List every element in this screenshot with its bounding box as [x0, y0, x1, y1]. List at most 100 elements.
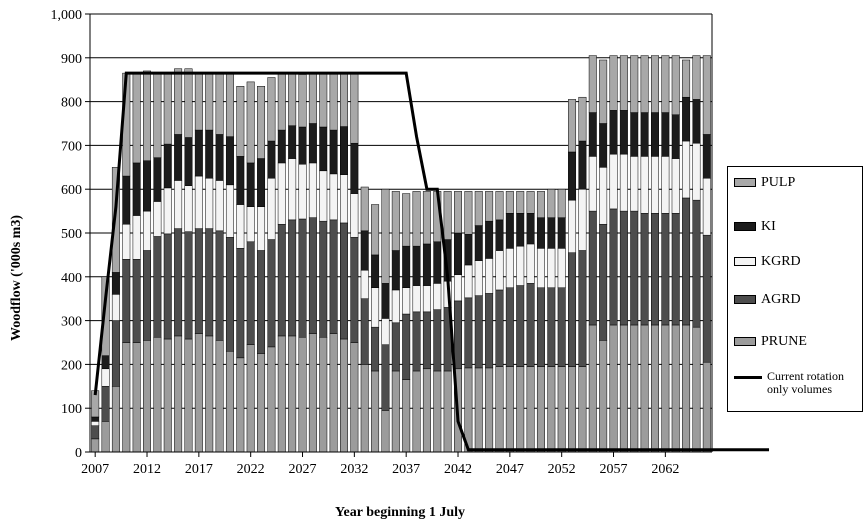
bar-ki-2007 — [91, 416, 100, 422]
bar-ki-2021 — [236, 156, 245, 205]
bar-agrd-2060 — [640, 213, 649, 326]
bar-ki-2040 — [433, 241, 442, 284]
bar-agrd-2048 — [516, 285, 525, 367]
bar-prune-2016 — [184, 338, 193, 453]
bar-kgrd-2010 — [122, 223, 131, 260]
bar-kgrd-2008 — [101, 368, 110, 387]
legend-label-pulp: PULP — [761, 175, 796, 190]
bar-pulp-2037 — [402, 193, 411, 247]
bar-pulp-2026 — [288, 72, 297, 126]
y-tick-label: 500 — [61, 227, 82, 242]
bar-prune-2063 — [671, 324, 680, 453]
bar-pulp-2023 — [257, 86, 266, 159]
legend-swatch-kgrd — [734, 257, 756, 266]
bar-ki-2012 — [143, 160, 151, 212]
bar-kgrd-2052 — [557, 248, 566, 288]
bar-prune-2047 — [505, 366, 514, 453]
bar-prune-2009 — [111, 386, 120, 453]
bar-kgrd-2034 — [371, 287, 380, 328]
bar-agrd-2023 — [257, 250, 266, 354]
bar-ki-2037 — [402, 245, 411, 288]
bar-prune-2061 — [651, 324, 659, 453]
legend-label-ki: KI — [761, 219, 776, 234]
bar-kgrd-2063 — [671, 158, 680, 214]
bar-kgrd-2021 — [236, 204, 245, 249]
legend-item-ki: KI — [734, 219, 776, 235]
bar-agrd-2043 — [464, 297, 473, 369]
y-tick-label: 800 — [61, 96, 82, 111]
bar-agrd-2038 — [412, 311, 421, 372]
bar-agrd-2066 — [702, 234, 711, 363]
y-tick-label: 300 — [61, 315, 82, 330]
bar-kgrd-2012 — [143, 210, 151, 251]
bar-prune-2065 — [692, 326, 701, 453]
bar-kgrd-2059 — [630, 156, 639, 212]
bar-kgrd-2036 — [391, 289, 400, 324]
bar-prune-2015 — [174, 335, 183, 453]
bar-ki-2030 — [329, 129, 338, 175]
bar-prune-2056 — [599, 340, 608, 453]
bar-ki-2028 — [308, 123, 317, 164]
bar-ki-2018 — [205, 129, 214, 179]
bar-agrd-2065 — [692, 199, 701, 328]
bar-pulp-2027 — [298, 74, 307, 128]
bar-kgrd-2050 — [536, 248, 545, 288]
bar-kgrd-2064 — [682, 140, 691, 199]
bar-agrd-2029 — [319, 220, 328, 338]
bar-prune-2039 — [422, 368, 431, 453]
y-tick-label: 0 — [75, 446, 82, 461]
bar-prune-2022 — [246, 344, 255, 453]
bar-agrd-2046 — [495, 289, 504, 367]
bar-prune-2038 — [412, 370, 421, 453]
bar-pulp-2024 — [267, 77, 276, 142]
bar-pulp-2017 — [194, 72, 203, 131]
bar-agrd-2014 — [163, 233, 172, 340]
bar-pulp-2025 — [277, 72, 286, 131]
bar-prune-2066 — [702, 361, 711, 453]
bar-prune-2023 — [257, 353, 266, 453]
bar-prune-2060 — [640, 324, 649, 453]
bar-pulp-2061 — [651, 55, 659, 113]
bar-ki-2025 — [277, 129, 286, 164]
bar-prune-2064 — [682, 324, 691, 453]
legend-item-prune: PRUNE — [734, 334, 807, 350]
bar-prune-2035 — [381, 410, 390, 453]
bar-kgrd-2024 — [267, 178, 276, 240]
bar-ki-2044 — [474, 225, 483, 261]
bar-ki-2015 — [174, 134, 183, 181]
bar-ki-2013 — [153, 157, 162, 202]
bar-agrd-2008 — [101, 386, 110, 422]
bar-kgrd-2044 — [474, 260, 483, 296]
bar-ki-2063 — [671, 114, 680, 159]
bar-pulp-2049 — [526, 191, 535, 214]
bar-ki-2047 — [505, 213, 514, 249]
x-tick-label: 2047 — [496, 462, 524, 477]
bar-agrd-2030 — [329, 219, 338, 334]
bar-agrd-2016 — [184, 231, 193, 340]
bar-agrd-2018 — [205, 228, 214, 337]
bar-agrd-2024 — [267, 239, 276, 348]
bar-ki-2035 — [381, 283, 390, 319]
bar-agrd-2064 — [682, 197, 691, 326]
bar-ki-2066 — [702, 134, 711, 179]
bar-prune-2059 — [630, 324, 639, 453]
stacked-bars — [91, 55, 711, 453]
bar-kgrd-2011 — [132, 215, 141, 260]
bar-prune-2050 — [536, 366, 545, 453]
bar-prune-2054 — [578, 366, 587, 453]
legend-swatch-ki — [734, 222, 756, 231]
bar-kgrd-2016 — [184, 185, 193, 232]
bar-agrd-2031 — [340, 222, 348, 340]
bar-pulp-2050 — [536, 191, 545, 218]
bar-kgrd-2040 — [433, 283, 442, 310]
bar-prune-2010 — [122, 342, 131, 453]
bar-pulp-2028 — [308, 72, 317, 124]
bar-kgrd-2020 — [225, 184, 234, 238]
bar-agrd-2053 — [568, 252, 577, 367]
bar-ki-2039 — [422, 243, 431, 286]
bar-kgrd-2060 — [640, 156, 649, 214]
bar-ki-2029 — [319, 126, 328, 172]
legend-label-prune: PRUNE — [761, 334, 807, 349]
bar-pulp-2048 — [516, 191, 525, 214]
